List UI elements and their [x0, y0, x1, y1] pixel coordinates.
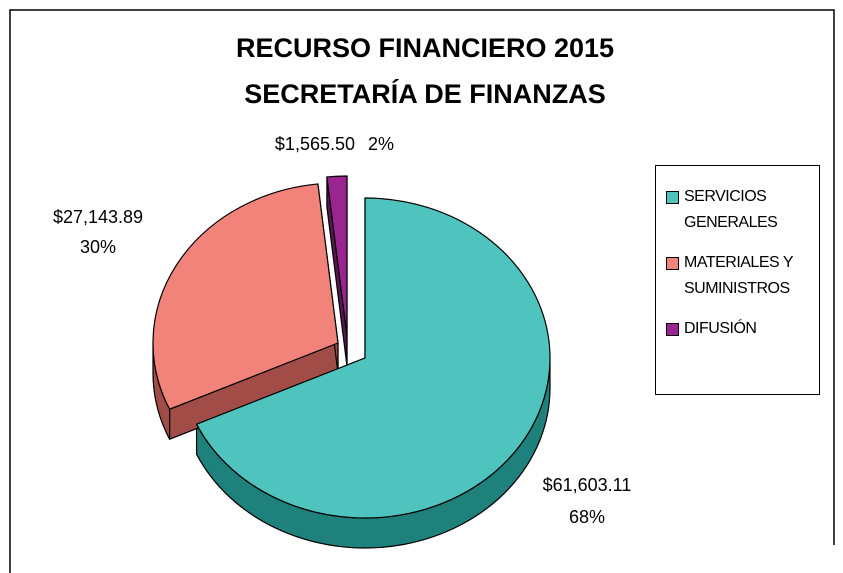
percent-label: 2%: [368, 134, 394, 154]
legend-swatch: [666, 323, 679, 336]
data-label: $1,565.50: [275, 134, 355, 154]
data-label: $27,143.89: [53, 207, 143, 227]
chart-title: RECURSO FINANCIERO 2015: [236, 33, 614, 63]
legend-item: MATERIALES Y SUMINISTROS: [666, 250, 813, 302]
chart-subtitle: SECRETARÍA DE FINANZAS: [244, 78, 606, 109]
legend-label: MATERIALES Y SUMINISTROS: [684, 254, 793, 297]
legend-swatch: [666, 257, 679, 270]
data-label: $61,603.11: [543, 475, 632, 495]
legend-item: SERVICIOS GENERALES: [666, 184, 813, 236]
chart-frame: [9, 9, 835, 573]
percent-label: 30%: [80, 237, 116, 257]
slice: [326, 175, 348, 337]
legend-swatch: [666, 191, 679, 204]
legend-label: DIFUSIÓN: [684, 320, 757, 337]
slice: [195, 197, 551, 519]
percent-label: 68%: [569, 507, 605, 527]
legend-item: DIFUSIÓN: [666, 316, 813, 342]
slice: [152, 183, 339, 410]
legend: SERVICIOS GENERALES MATERIALES Y SUMINIST…: [655, 165, 820, 395]
legend-label: SERVICIOS GENERALES: [684, 188, 778, 231]
